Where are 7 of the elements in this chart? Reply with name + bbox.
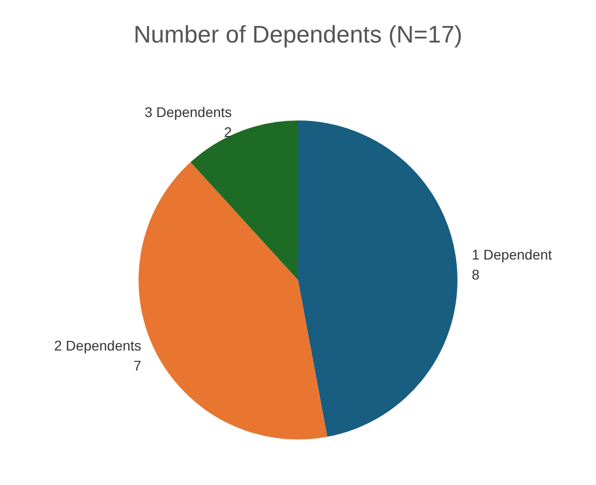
- data-label: 2: [224, 124, 232, 140]
- slice-label: 3 Dependents: [144, 104, 232, 120]
- chart-title: Number of Dependents (N=17): [134, 22, 462, 48]
- data-label: 8: [472, 266, 480, 282]
- slice-label: 1 Dependent: [472, 246, 552, 262]
- slice-label: 2 Dependents: [54, 338, 142, 354]
- data-label: 7: [134, 358, 142, 374]
